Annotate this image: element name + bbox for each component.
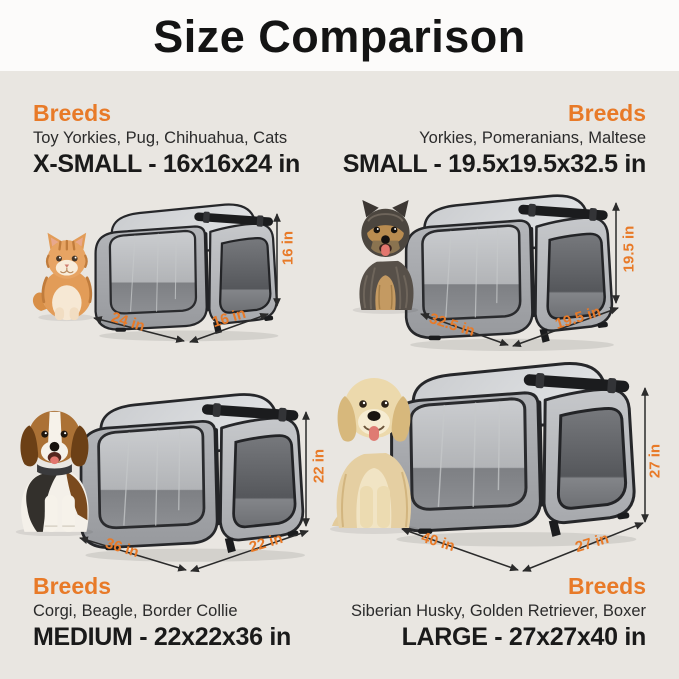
dim-label-height: 16 in xyxy=(279,230,297,266)
breeds-heading: Breeds xyxy=(568,100,646,126)
yorkshire-terrier-photo xyxy=(344,198,426,314)
info-block-medium: Breeds Corgi, Beagle, Border Collie MEDI… xyxy=(33,573,291,652)
breeds-heading: Breeds xyxy=(568,573,646,599)
breeds-list: Yorkies, Pomeranians, Maltese xyxy=(419,129,646,148)
size-label-x-small: X-SMALL - 16x16x24 in xyxy=(33,150,300,179)
beagle-photo xyxy=(8,400,100,536)
breeds-list: Siberian Husky, Golden Retriever, Boxer xyxy=(351,602,646,621)
info-block-x-small: Breeds Toy Yorkies, Pug, Chihuahua, Cats… xyxy=(33,100,300,179)
size-label-medium: MEDIUM - 22x22x36 in xyxy=(33,623,291,652)
dim-label-height: 19.5 in xyxy=(620,225,638,273)
size-label-large: LARGE - 27x27x40 in xyxy=(401,623,647,652)
size-label-small: SMALL - 19.5x19.5x32.5 in xyxy=(342,150,647,179)
crate-medium-illustration xyxy=(72,384,314,564)
header-bar: Size Comparison xyxy=(0,0,679,71)
crate-large-illustration xyxy=(382,352,646,549)
info-block-large: Breeds Siberian Husky, Golden Retriever,… xyxy=(351,573,646,652)
page-title: Size Comparison xyxy=(153,11,526,62)
breeds-heading: Breeds xyxy=(33,100,111,126)
dim-label-height: 22 in xyxy=(310,448,328,484)
crate-x-small-illustration xyxy=(88,196,286,343)
breeds-heading: Breeds xyxy=(33,573,111,599)
info-block-small: Breeds Yorkies, Pomeranians, Maltese SMA… xyxy=(342,100,647,179)
breeds-list: Corgi, Beagle, Border Collie xyxy=(33,602,238,621)
dim-label-height: 27 in xyxy=(646,443,664,479)
kitten-photo xyxy=(28,230,102,322)
breeds-list: Toy Yorkies, Pug, Chihuahua, Cats xyxy=(33,129,288,148)
golden-retriever-photo xyxy=(322,364,422,534)
